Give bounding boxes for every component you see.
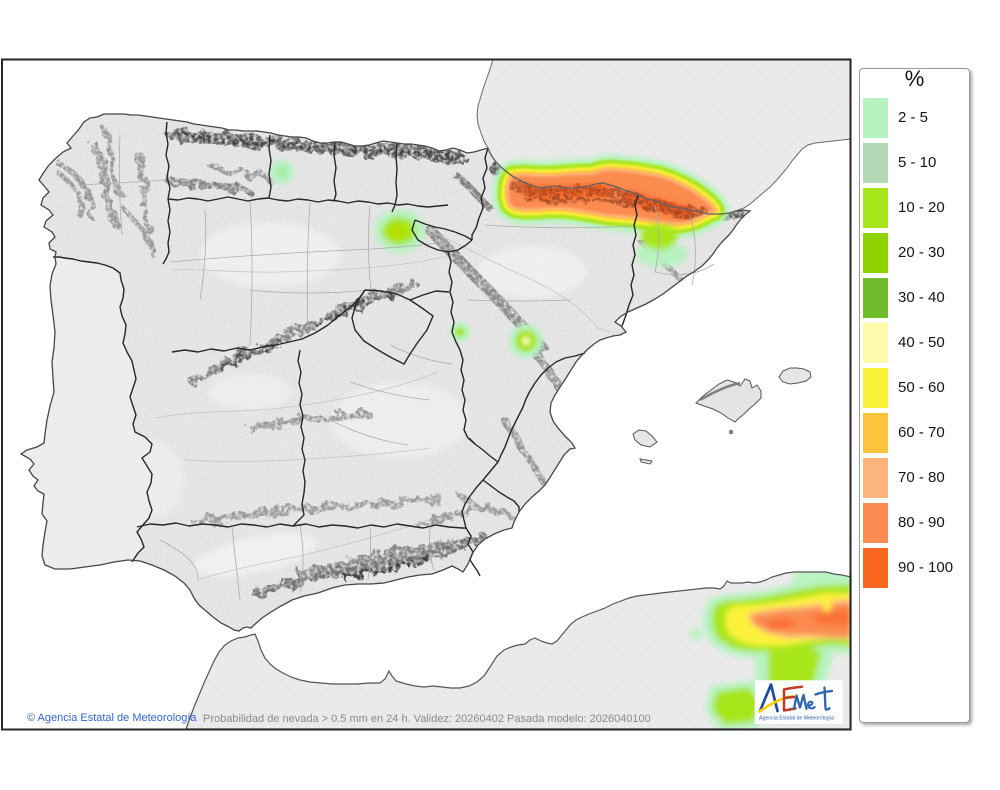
svg-text:Agencia Estatal de Meteorologí: Agencia Estatal de Meteorología xyxy=(759,716,834,722)
